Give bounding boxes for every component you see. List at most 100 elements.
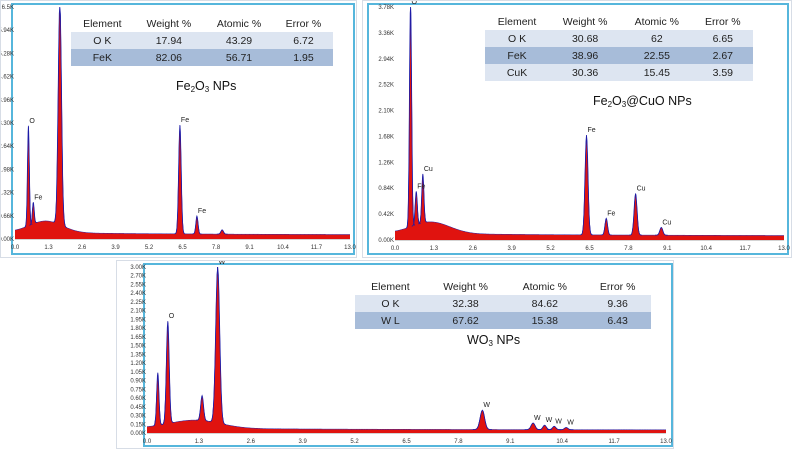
y-tick-label: 2.55K [130,282,146,288]
spectrum-line [394,6,784,236]
cell-weight: 38.96 [549,47,622,64]
caption-sub: 3 [621,100,627,109]
header-error: Error % [692,13,753,30]
y-tick-label: 1.68K [378,134,394,140]
header-atomic: Atomic % [621,13,693,30]
x-tick-label: 2.6 [469,246,478,252]
x-tick-label: 0.0 [143,439,152,445]
caption-rest: NPs [209,79,237,93]
header-weight: Weight % [133,15,205,32]
eds-spectrum-fe2o3: 0.00K 0.66K 1.32K 1.98K 2.64K 3.30K 3.96K 4.62K… [1,5,356,251]
peak-label: O [412,1,418,6]
x-tick-label: 9.1 [663,246,672,252]
eds-spectrum-fe2o3-cuo: 0.00K 0.42K 0.84K 1.26K 1.68K 2.10K 2.52K 2.94K… [378,1,790,252]
cell-element: FeK [71,49,134,66]
caption-sub: 2 [607,100,613,109]
spectrum-line [146,266,666,431]
header-element: Element [355,278,426,295]
composition-table-fe2o3-cuo: Element Weight % Atomic % Error % O K 30… [485,13,753,81]
header-error: Error % [584,278,651,295]
x-tick-label: 3.9 [299,439,308,445]
composition-table-fe2o3: Element Weight % Atomic % Error % O K 17… [71,15,333,66]
x-tick-label: 7.8 [454,439,463,445]
x-tick-label: 6.5 [402,439,411,445]
cell-weight: 30.68 [549,30,622,47]
x-tick-label: 9.1 [245,245,254,251]
y-tick-label: 3.30K [1,121,14,127]
cell-atomic: 62 [621,30,693,47]
x-tick-label: 1.3 [195,439,204,445]
peak-label: Fe [34,194,42,201]
cell-atomic: 84.62 [505,295,585,312]
cell-atomic: 15.45 [621,64,693,81]
x-tick-label: 9.1 [506,439,515,445]
y-tick-label: 3.36K [378,31,394,37]
table-row: O K 30.68 62 6.65 [485,30,753,47]
y-tick-label: 0.60K [130,396,146,402]
x-tick-label: 0.0 [11,245,20,251]
table-header-row: Element Weight % Atomic % Error % [485,13,753,30]
x-tick-label: 3.9 [111,245,120,251]
caption-mid: O [195,79,205,93]
peak-label: Fe [198,208,206,215]
header-element: Element [485,13,550,30]
cell-weight: 17.94 [133,32,205,49]
x-tick-label: 13.0 [660,439,672,445]
cell-element: O K [355,295,426,312]
y-tick-label: 0.15K [130,422,146,428]
cell-error: 3.59 [692,64,753,81]
y-tick-label: 1.98K [1,167,14,173]
peak-label: W [555,418,562,425]
table-row: W L 67.62 15.38 6.43 [355,312,651,329]
y-tick-label: 2.52K [378,83,394,89]
cell-weight: 82.06 [133,49,205,66]
y-tick-label: 0.00K [378,238,394,244]
peak-label: Fe [181,117,189,124]
y-tick-label: 2.25K [130,300,146,306]
peak-label: Cu [662,219,671,226]
peak-label: W [219,261,226,266]
caption-sub: 2 [190,85,196,94]
cell-weight: 32.38 [425,295,506,312]
x-tick-label: 11.7 [739,246,751,252]
x-tick-label: 11.7 [311,245,323,251]
x-tick-label: 5.2 [145,245,154,251]
panel-frame [143,263,673,447]
y-tick-label: 0.42K [378,212,394,218]
cell-weight: 30.36 [549,64,622,81]
table-row: O K 17.94 43.29 6.72 [71,32,333,49]
x-tick-label: 11.7 [608,439,620,445]
sample-caption-fe2o3-cuo: Fe2O3@CuO NPs [593,94,692,109]
x-tick-label: 10.4 [700,246,712,252]
cell-element: W L [355,312,426,329]
y-tick-label: 1.05K [130,370,146,376]
y-tick-label: 0.90K [130,379,146,385]
y-tick-label: 2.94K [378,57,394,63]
header-element: Element [71,15,134,32]
y-tick-label: 5.28K [1,51,14,57]
caption-rest: NPs [492,333,521,347]
cell-weight: 67.62 [425,312,506,329]
caption-sub: 3 [204,85,210,94]
x-tick-label: 5.2 [350,439,359,445]
x-tick-label: 13.0 [344,245,356,251]
y-tick-label: 1.26K [378,160,394,166]
y-tick-label: 1.20K [130,361,146,367]
y-tick-label: 1.95K [130,317,146,323]
peak-label: W [546,417,553,424]
peak-label: Cu [424,166,433,173]
y-tick-label: 3.96K [1,98,14,104]
eds-spectrum-wo3: 0.00K 0.15K 0.30K 0.45K 0.60K 0.75K 0.90K 1.05K… [130,261,672,445]
x-tick-label: 2.6 [78,245,87,251]
x-tick-label: 7.8 [212,245,221,251]
peak-label: W [534,415,541,422]
x-tick-label: 7.8 [624,246,633,252]
y-tick-label: 3.78K [378,5,394,11]
peak-label: Fe [417,183,425,190]
cell-atomic: 56.71 [204,49,274,66]
x-tick-label: 2.6 [247,439,256,445]
caption-mid: O [612,94,622,108]
cell-error: 9.36 [584,295,651,312]
caption-base: Fe [176,79,191,93]
y-tick-label: 3.00K [130,265,146,271]
